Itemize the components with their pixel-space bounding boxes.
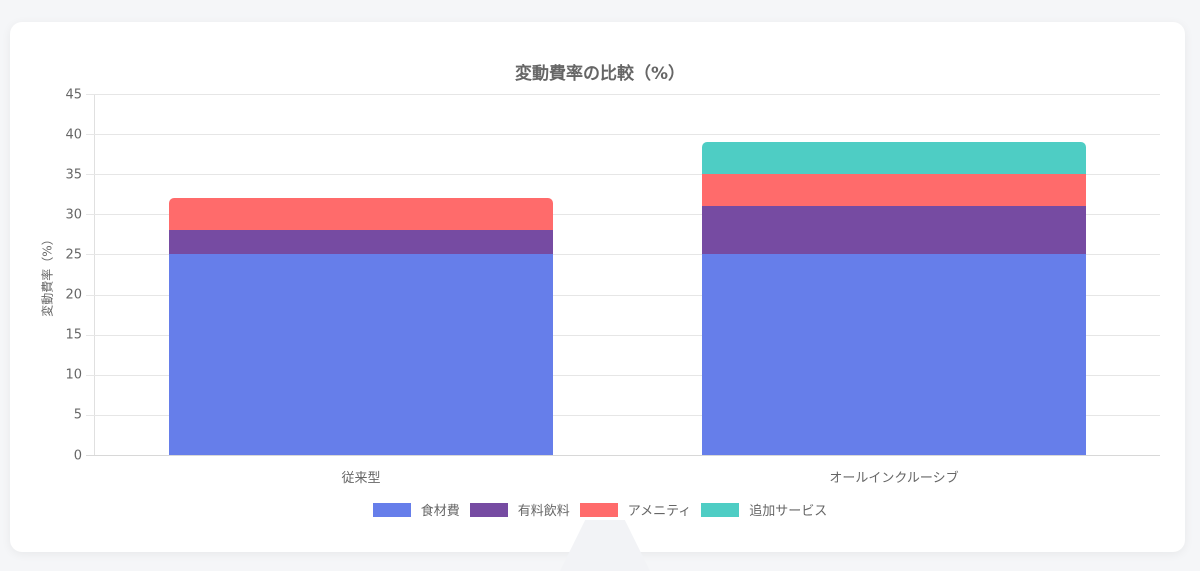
y-tick-label: 15 (65, 327, 82, 343)
chart-title: 変動費率の比較（%） (514, 64, 686, 84)
legend-label: 食材費 (420, 504, 460, 519)
y-tick-label: 0 (73, 448, 82, 463)
x-tick-label: オールインクルーシブ (829, 471, 959, 486)
legend-swatch-icon (469, 502, 508, 517)
bar-segment[interactable] (169, 230, 553, 255)
y-tick-label: 10 (65, 367, 82, 383)
legend-swatch-icon (579, 502, 618, 517)
legend-swatch-icon (701, 502, 740, 517)
y-tick-label: 20 (65, 287, 82, 303)
gridline (86, 214, 1160, 215)
y-tick-label: 35 (65, 167, 82, 183)
x-axis-line (86, 455, 1160, 456)
bar-segment[interactable] (702, 206, 1086, 255)
y-tick-label: 5 (73, 407, 82, 423)
legend-label: 有料飲料 (517, 504, 570, 519)
y-tick-label: 45 (65, 87, 82, 102)
bar-segment[interactable] (702, 142, 1086, 175)
gridline (86, 415, 1160, 416)
gridline (86, 254, 1160, 255)
gridline (86, 375, 1160, 376)
legend-item[interactable]: アメニティ (579, 500, 692, 519)
y-axis-line (94, 94, 95, 456)
legend-item[interactable]: 追加サービス (701, 500, 827, 519)
y-tick-label: 30 (65, 207, 82, 223)
bar-segment[interactable] (169, 198, 553, 231)
x-tick-label: 従来型 (341, 471, 381, 486)
y-tick-label: 40 (65, 127, 82, 143)
y-axis-label: 変動費率（%） (40, 233, 55, 317)
gridline (86, 335, 1160, 336)
legend: 食材費 有料飲料 アメニティ 追加サービス (0, 500, 1200, 519)
bar-segment[interactable] (702, 174, 1086, 207)
gridline (86, 295, 1160, 296)
bar-segment[interactable] (169, 254, 553, 455)
legend-label: アメニティ (627, 504, 692, 519)
y-tick-label: 25 (65, 247, 82, 263)
legend-item[interactable]: 有料飲料 (469, 500, 570, 519)
legend-label: 追加サービス (749, 504, 828, 519)
gridline (86, 94, 1160, 95)
bar-segment[interactable] (702, 254, 1086, 455)
legend-item[interactable]: 食材費 (372, 500, 460, 519)
gridline (86, 134, 1160, 135)
gridline (86, 174, 1160, 175)
legend-swatch-icon (372, 502, 411, 517)
